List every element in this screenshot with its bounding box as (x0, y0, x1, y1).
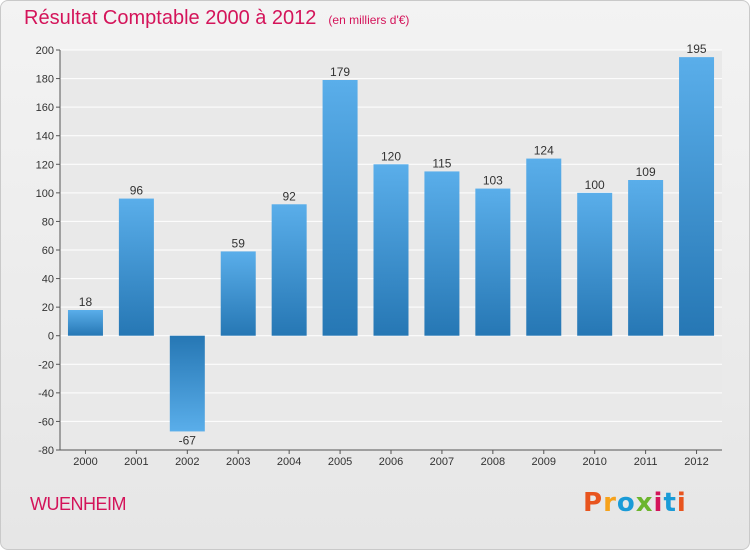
chart-title: Résultat Comptable 2000 à 2012 (en millie… (24, 7, 409, 30)
commune-name: WUENHEIM (30, 494, 127, 514)
data-label: 96 (130, 184, 144, 198)
logo-letter: o (616, 488, 636, 518)
bar-2010 (577, 192, 613, 336)
bar-2000 (67, 310, 103, 336)
logo-letter: t (663, 488, 677, 518)
data-label: 120 (381, 149, 401, 163)
x-tick-label: 2003 (226, 456, 250, 468)
x-tick-label: 2009 (532, 456, 556, 468)
y-tick-label: 60 (42, 245, 54, 257)
bar-2007 (424, 171, 460, 336)
y-tick-label: 0 (48, 331, 54, 343)
logo-letter: x (635, 488, 654, 518)
x-tick-label: 2004 (277, 456, 301, 468)
bar-2003 (220, 251, 256, 336)
y-tick-label: 20 (42, 302, 54, 314)
data-label: 100 (585, 178, 605, 192)
bar-2002 (169, 335, 205, 432)
data-label: 18 (79, 295, 93, 309)
data-label: 59 (232, 236, 246, 250)
bar-2012 (679, 57, 715, 336)
x-tick-label: 2001 (124, 456, 148, 468)
data-label: 103 (483, 174, 503, 188)
bar-2001 (118, 198, 154, 336)
x-tick-label: 2002 (175, 456, 199, 468)
y-tick-label: 180 (36, 74, 54, 86)
logo-letter: i (653, 488, 664, 518)
data-label: 124 (534, 144, 554, 158)
data-label: -67 (179, 433, 197, 447)
bar-2006 (373, 164, 409, 336)
y-tick-label: 80 (42, 216, 54, 228)
y-tick-label: 200 (36, 45, 54, 57)
y-tick-label: -20 (38, 359, 54, 371)
logo-letter: r (603, 488, 617, 518)
x-tick-label: 2005 (328, 456, 352, 468)
data-label: 109 (636, 165, 656, 179)
y-tick-label: 40 (42, 274, 54, 286)
x-tick-label: 2012 (684, 456, 708, 468)
x-tick-label: 2007 (430, 456, 454, 468)
y-tick-label: 120 (36, 159, 54, 171)
bar-2009 (526, 158, 562, 336)
x-tick-label: 2000 (73, 456, 97, 468)
y-tick-label: -40 (38, 388, 54, 400)
bar-2005 (322, 80, 358, 336)
x-tick-label: 2008 (481, 456, 505, 468)
bar-2011 (628, 180, 664, 336)
chart-title-text: Résultat Comptable 2000 à 2012 (24, 7, 317, 29)
y-tick-label: 160 (36, 102, 54, 114)
data-label: 92 (282, 189, 296, 203)
y-tick-label: -60 (38, 416, 54, 428)
data-label: 179 (330, 65, 350, 79)
x-tick-label: 2010 (582, 456, 606, 468)
y-tick-label: -80 (38, 445, 54, 457)
logo-letter: P (583, 488, 604, 518)
bar-2008 (475, 188, 511, 336)
bar-2004 (271, 204, 307, 336)
x-tick-label: 2006 (379, 456, 403, 468)
logo-letter: i (676, 488, 687, 518)
x-tick-label: 2011 (634, 456, 658, 468)
proxiti-logo[interactable]: Proxiti (583, 488, 687, 518)
chart-unit: (en milliers d'€) (328, 13, 410, 27)
data-label: 195 (687, 42, 707, 56)
data-label: 115 (432, 156, 451, 170)
y-tick-label: 100 (36, 188, 54, 200)
y-tick-label: 140 (36, 131, 54, 143)
